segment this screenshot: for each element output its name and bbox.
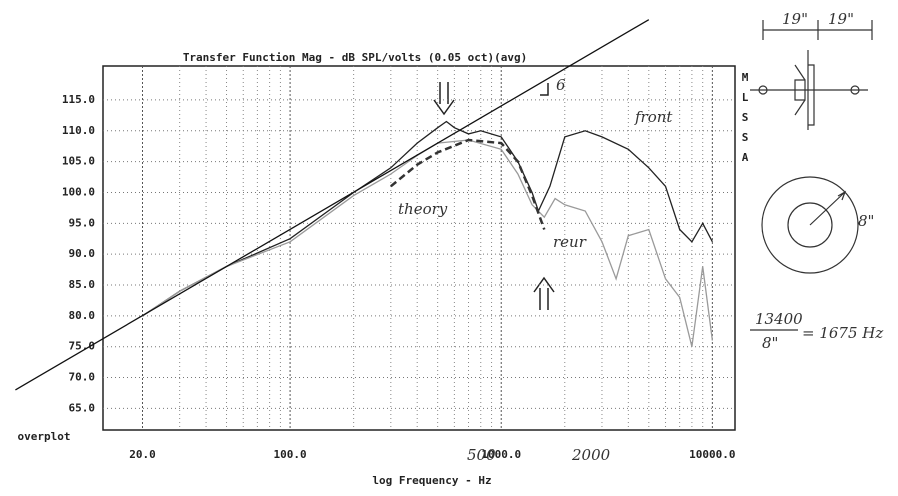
arrows: [433, 82, 555, 310]
x-tick-label: 100.0: [274, 448, 307, 461]
x-tick-label: 1000.0: [481, 448, 521, 461]
corner-label: overplot: [18, 430, 71, 443]
y-tick-label: 115.0: [62, 93, 95, 106]
y-tick-label: 100.0: [62, 185, 95, 198]
side-label: L: [742, 91, 749, 104]
x-tick-label: 20.0: [129, 448, 156, 461]
note: 13400: [755, 310, 803, 328]
side-label: M: [742, 71, 749, 84]
x-axis-label: log Frequency - Hz: [372, 474, 491, 487]
series-label: front: [634, 108, 673, 126]
down-arrow: [433, 82, 455, 116]
cone: [750, 190, 847, 331]
side-label: S: [742, 111, 749, 124]
y-tick-label: 110.0: [62, 124, 95, 137]
y-tick-label: 95.0: [69, 216, 96, 229]
up-arrow: [533, 276, 555, 310]
series-line: [142, 120, 713, 317]
slope-mark: [540, 83, 549, 96]
note: 8": [858, 212, 874, 230]
y-tick-label: 75.0: [69, 340, 96, 353]
dimension: [762, 20, 873, 40]
series-line: [15, 19, 650, 391]
annotation: 500: [467, 446, 496, 464]
series-label: theory: [398, 200, 448, 218]
note: 8": [762, 334, 778, 352]
series-line: [390, 138, 546, 230]
y-tick-label: 85.0: [69, 278, 96, 291]
side-label: A: [742, 151, 749, 164]
y-tick-label: 90.0: [69, 247, 96, 260]
sketches: [750, 20, 873, 331]
annotation: 2000: [571, 446, 611, 464]
note: = 1675 Hz: [802, 324, 883, 342]
side-label: S: [742, 131, 749, 144]
y-tick-label: 105.0: [62, 155, 95, 168]
note: 19": [828, 10, 854, 28]
series-label: reur: [553, 233, 587, 251]
note: 19": [782, 10, 808, 28]
x-tick-label: 10000.0: [689, 448, 735, 461]
plot-area: [102, 65, 736, 431]
chart-title: Transfer Function Mag - dB SPL/volts (0.…: [183, 51, 527, 64]
y-tick-label: 65.0: [69, 401, 96, 414]
series-line: [142, 139, 714, 347]
speaker: [750, 50, 868, 130]
series-label: 6: [556, 76, 566, 94]
y-tick-label: 70.0: [69, 371, 96, 384]
y-tick-label: 80.0: [69, 309, 96, 322]
